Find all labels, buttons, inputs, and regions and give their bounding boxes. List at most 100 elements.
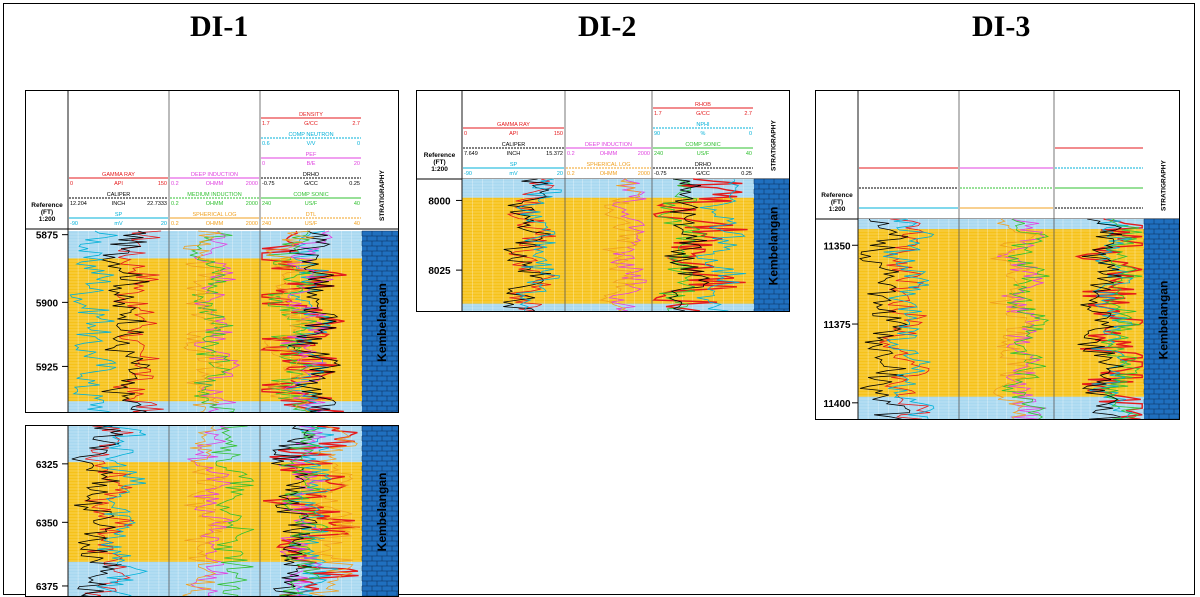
curve-unit-label: US/F [697,151,710,157]
formation-label: Kembelangan [1157,281,1171,360]
log-curve [100,230,151,412]
log-curve [506,178,556,311]
log-curve [309,426,361,596]
curve-max-label: 40 [746,151,752,157]
curve-min-label: 90 [654,131,660,137]
curve-name-label: SPHERICAL LOG [192,212,236,218]
reference-label-line: Reference [821,192,853,199]
curve-max-label: 2.7 [744,111,752,117]
log-curve [182,426,227,596]
log-curve [652,178,748,311]
stratigraphy-label: STRATIGRAPHY [379,170,386,221]
log-curve [1088,218,1134,419]
curve-max-label: 2000 [246,221,258,227]
curve-min-label: 0.2 [171,221,179,227]
log-curve [503,178,552,311]
curve-max-label: 0.25 [349,181,360,187]
curve-min-label: -0.75 [262,181,275,187]
stratigraphy-label: STRATIGRAPHY [1161,160,1168,211]
log-curve [96,426,149,596]
curve-min-label: 0.2 [171,201,179,207]
depth-label: 11350 [823,241,851,252]
figure-frame [3,3,1195,595]
header-bg [26,91,398,229]
well-title-di-1: DI-1 [190,10,249,43]
log-curve [259,230,347,412]
curve-name-label: GAMMA RAY [102,172,135,178]
reference-label-line: Reference [424,152,456,159]
curve-unit-label: G/CC [696,171,710,177]
curve-name-label: COMP SONIC [685,142,720,148]
curve-max-label: 150 [158,181,167,187]
log-curve [515,178,562,311]
curve-name-label: MEDIUM INDUCTION [187,192,241,198]
curve-unit-label: % [701,131,706,137]
curve-max-label: 2000 [246,181,258,187]
curve-min-label: 0 [70,181,73,187]
curve-max-label: 0.25 [741,171,752,177]
stratigraphy-label: STRATIGRAPHY [771,120,778,171]
curve-name-label: DENSITY [299,112,323,118]
curve-max-label: 0 [749,131,752,137]
curve-name-label: DEEP INDUCTION [191,172,238,178]
depth-label: 5925 [36,362,59,373]
log-curve [266,230,317,412]
log-curve [598,178,642,311]
log-curve [859,218,911,419]
curve-unit-label: mV [114,221,123,227]
curve-max-label: 20 [557,171,563,177]
curve-max-label: 40 [354,221,360,227]
curve-min-label: 0.2 [171,181,179,187]
log-curve [288,230,341,412]
curve-name-label: RHOB [695,102,711,108]
curve-name-label: CALIPER [502,142,526,148]
curve-max-label: 22.7333 [147,201,167,207]
reference-label-line: (FT) [433,159,445,166]
curve-unit-label: OHMM [206,201,224,207]
curve-unit-label: US/F [305,221,318,227]
curve-name-label: GAMMA RAY [497,122,530,128]
curve-unit-label: G/CC [696,111,710,117]
curve-max-label: 20 [161,221,167,227]
formation-label: Kembelangan [767,207,781,286]
curve-min-label: -90 [464,171,472,177]
depth-label: 6350 [36,518,59,529]
curve-unit-label: V/V [307,141,316,147]
curve-min-label: -90 [70,221,78,227]
formation-label: Kembelangan [375,283,389,362]
log-curve [182,230,224,412]
log-panel-di-1-lower: Kembelangan 6325 6350 6375 [25,425,399,597]
curve-max-label: 2000 [638,151,650,157]
curve-unit-label: US/F [305,201,318,207]
log-curve [71,426,123,596]
reference-label-line: 1:200 [39,216,56,223]
curve-max-label: 2000 [246,201,258,207]
curve-min-label: 0 [262,161,265,167]
log-curve [279,426,329,596]
reference-label-line: (FT) [831,199,843,206]
well-title-di-2: DI-2 [578,10,637,43]
reference-label-line: Reference [31,202,63,209]
curve-name-label: DRHO [695,162,712,168]
curve-unit-label: OHMM [206,181,224,187]
log-curve [664,178,711,311]
log-curve [883,218,935,419]
curve-min-label: 240 [654,151,663,157]
depth-label: 5875 [36,231,59,242]
curve-max-label: 15.372 [546,151,563,157]
log-panel-di-3: Reference (FT) 1:200 STRATIGRAPHY Kembelanga… [815,90,1180,420]
curve-min-label: 7.649 [464,151,478,157]
curve-min-label: 1.7 [654,111,662,117]
log-curve [1100,218,1143,419]
log-curve [263,230,314,412]
curve-name-label: DEEP INDUCTION [585,142,632,148]
log-curve [280,230,334,412]
log-curve [1077,218,1124,419]
curve-min-label: 0.2 [567,151,575,157]
curve-name-label: NPHI [696,122,710,128]
curve-min-label: 12.204 [70,201,87,207]
log-curve [989,218,1038,419]
curve-min-label: 0 [464,131,467,137]
curve-min-label: 0.6 [262,141,270,147]
log-curve [69,230,118,412]
